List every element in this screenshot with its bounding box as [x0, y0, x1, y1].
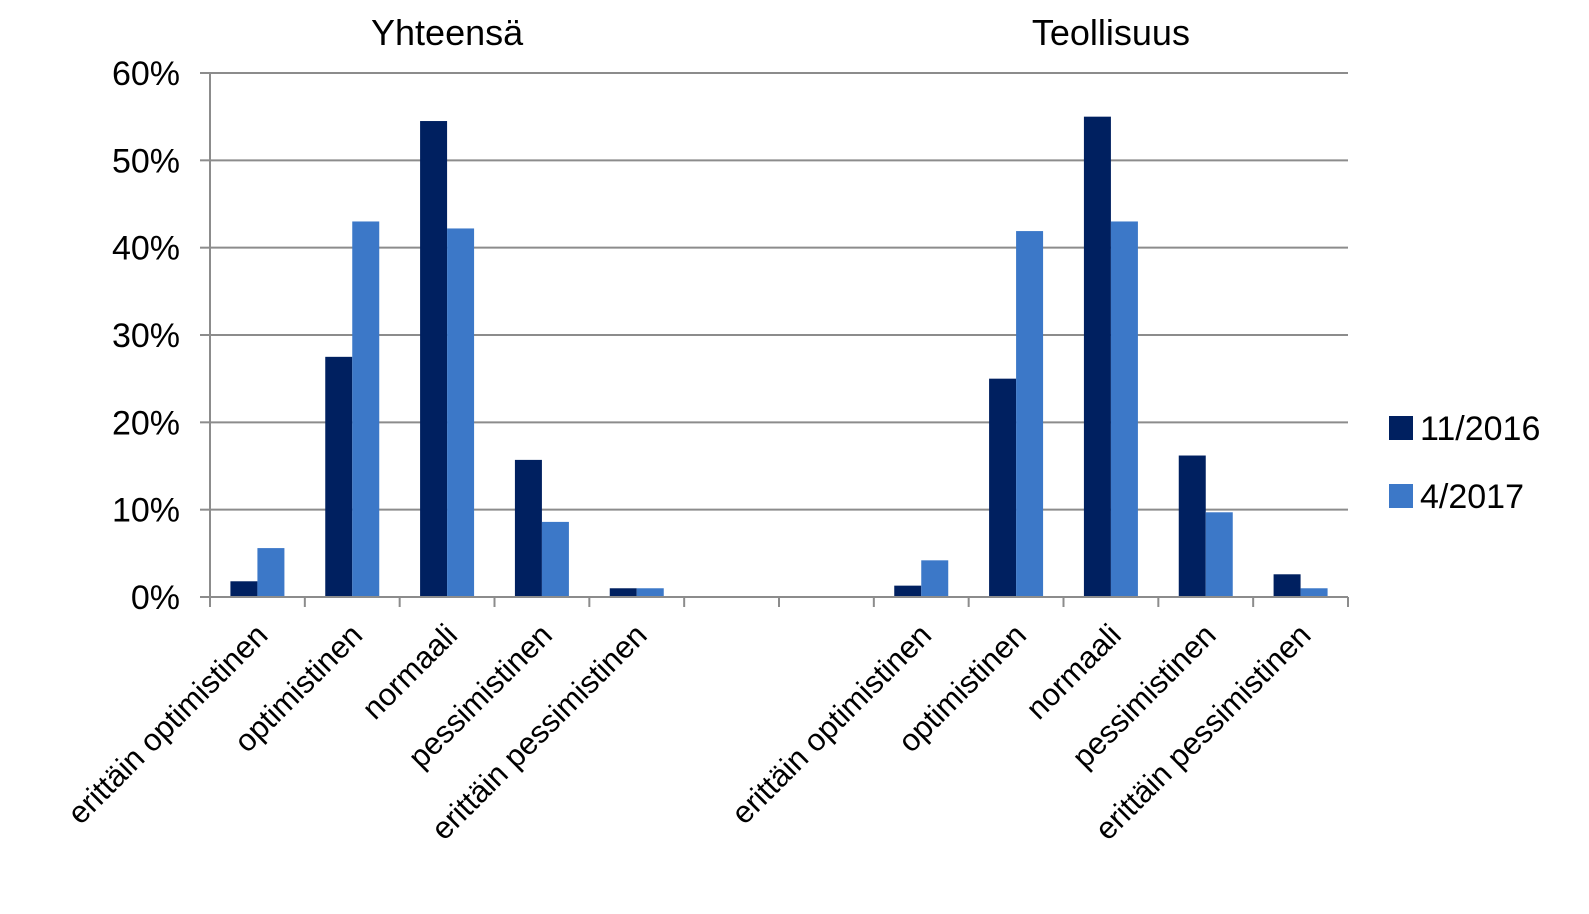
- legend-label: 4/2017: [1420, 478, 1524, 516]
- legend-swatch: [1389, 484, 1413, 508]
- y-tick-labels: 0% 10% 20% 30% 40% 50% 60%: [112, 55, 180, 617]
- bar: [514, 459, 542, 597]
- bar: [257, 548, 285, 597]
- bar: [325, 356, 353, 597]
- bar: [420, 121, 448, 598]
- bar: [636, 588, 664, 597]
- bar: [894, 585, 922, 597]
- y-tick-label: 40%: [112, 230, 180, 268]
- bar: [352, 221, 380, 597]
- y-tick-label: 20%: [112, 404, 180, 442]
- bar: [1110, 221, 1138, 597]
- y-tick-label: 50%: [112, 142, 180, 180]
- bar: [541, 521, 569, 597]
- y-tick-label: 0%: [131, 579, 180, 617]
- category-labels: erittäin optimistinenoptimistinennormaal…: [61, 617, 1318, 846]
- bar: [1300, 588, 1328, 597]
- bar: [1083, 116, 1111, 598]
- bars: [230, 116, 1328, 598]
- legend-label: 11/2016: [1420, 410, 1540, 448]
- group-title: Teollisuus: [1032, 12, 1190, 53]
- y-tick-label: 30%: [112, 317, 180, 355]
- bar: [230, 581, 258, 597]
- legend: 11/2016 4/2017: [1389, 410, 1540, 516]
- bar: [447, 228, 475, 597]
- axes: [200, 72, 1349, 607]
- bar: [1273, 574, 1301, 597]
- bar: [1016, 231, 1044, 597]
- bar: [921, 560, 949, 597]
- group-titles: Yhteensä Teollisuus: [371, 12, 1190, 53]
- group-title: Yhteensä: [371, 12, 524, 53]
- y-tick-label: 60%: [112, 55, 180, 93]
- gridlines: [210, 72, 1348, 511]
- bar: [989, 378, 1017, 597]
- legend-swatch: [1389, 416, 1413, 440]
- y-tick-label: 10%: [112, 492, 180, 530]
- bar: [1178, 455, 1206, 597]
- bar: [1205, 512, 1233, 597]
- bar: [609, 588, 637, 597]
